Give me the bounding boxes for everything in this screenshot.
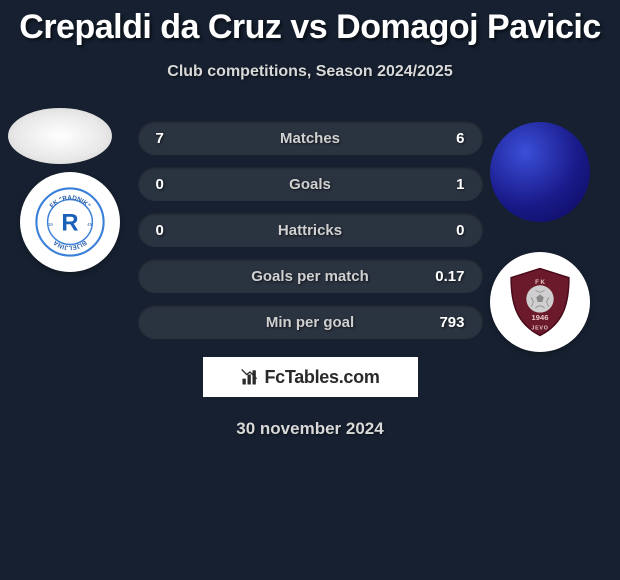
stat-row-mpg: Min per goal 793 bbox=[138, 305, 483, 339]
stat-row-goals: 0 Goals 1 bbox=[138, 167, 483, 201]
stat-right-value: 793 bbox=[439, 314, 464, 331]
stat-row-matches: 7 Matches 6 bbox=[138, 121, 483, 155]
stats-area: 7 Matches 6 0 Goals 1 0 Hattricks 0 Goal… bbox=[0, 121, 620, 339]
footer-date: 30 november 2024 bbox=[0, 419, 620, 439]
watermark-text: FcTables.com bbox=[264, 367, 379, 388]
stat-row-gpm: Goals per match 0.17 bbox=[138, 259, 483, 293]
subtitle: Club competitions, Season 2024/2025 bbox=[0, 63, 620, 81]
stat-left-value: 0 bbox=[156, 222, 164, 239]
stat-label: Matches bbox=[280, 130, 340, 147]
stat-label: Goals bbox=[289, 176, 331, 193]
stat-row-hattricks: 0 Hattricks 0 bbox=[138, 213, 483, 247]
watermark: FcTables.com bbox=[203, 357, 418, 397]
stat-left-value: 0 bbox=[156, 176, 164, 193]
stat-label: Hattricks bbox=[278, 222, 342, 239]
stat-right-value: 0.17 bbox=[435, 268, 464, 285]
stat-right-value: 0 bbox=[456, 222, 464, 239]
stat-label: Goals per match bbox=[251, 268, 369, 285]
bar-chart-icon bbox=[240, 367, 260, 387]
page-title: Crepaldi da Cruz vs Domagoj Pavicic bbox=[0, 0, 620, 47]
stat-right-value: 6 bbox=[456, 130, 464, 147]
stat-left-value: 7 bbox=[156, 130, 164, 147]
stat-label: Min per goal bbox=[266, 314, 354, 331]
stat-right-value: 1 bbox=[456, 176, 464, 193]
